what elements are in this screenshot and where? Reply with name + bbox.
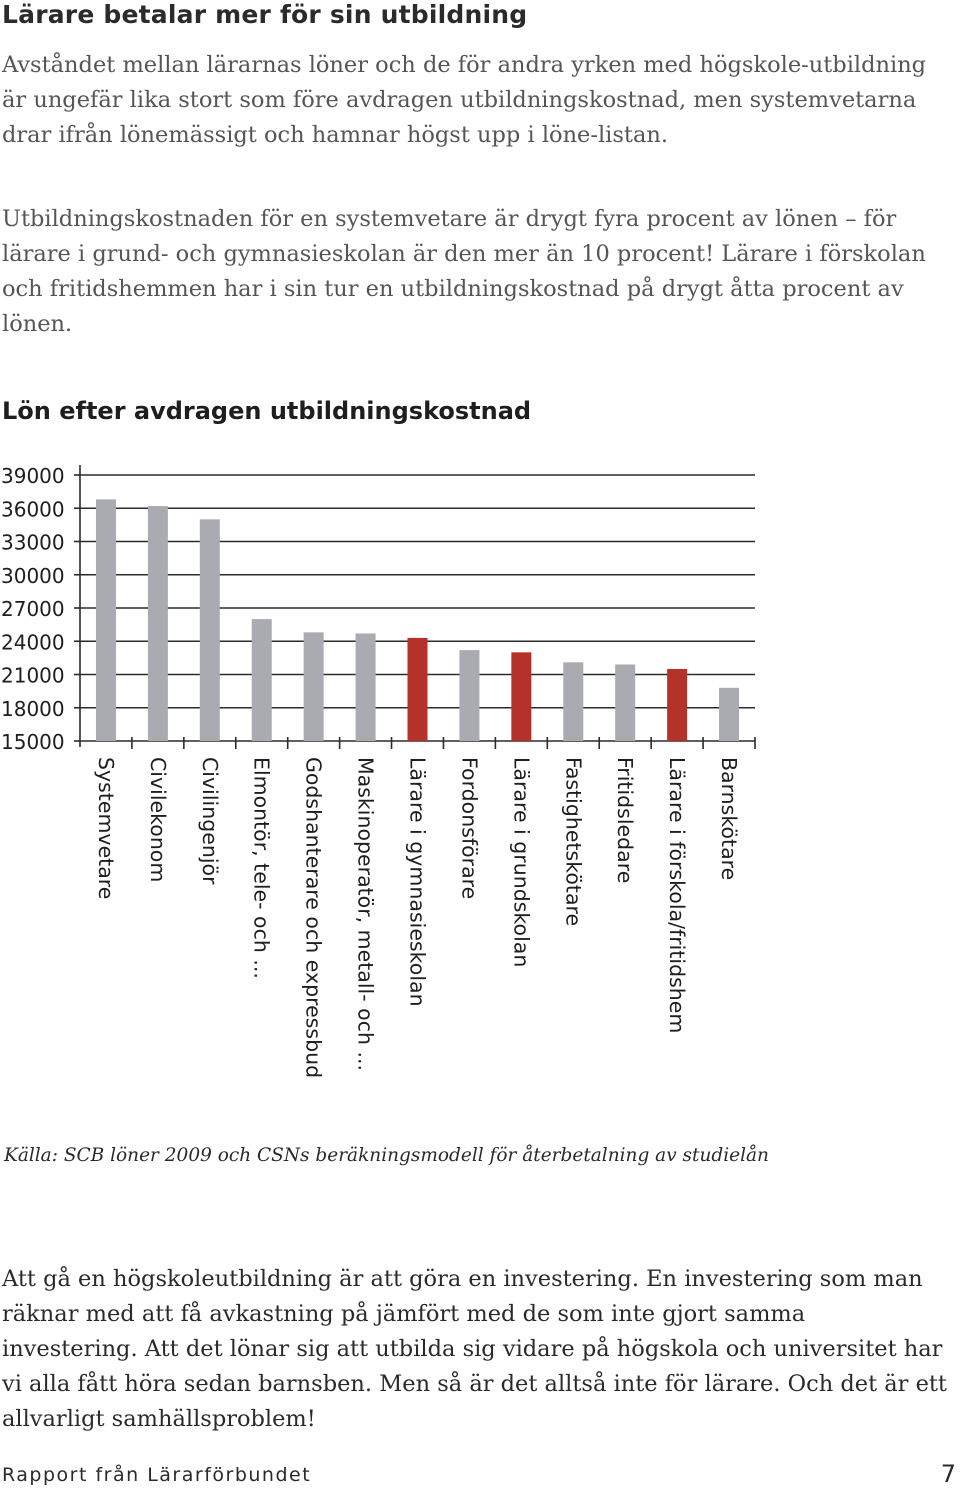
footer-publisher: Rapport från Lärarförbundet — [2, 1464, 312, 1486]
salary-bar-chart: 39000 36000 33000 30000 27000 24000 21000 18000… — [1, 464, 756, 1078]
x-category-label: Civilingenjör — [198, 757, 222, 885]
x-category-label: Maskinoperatör, metall- och ... — [354, 757, 378, 1071]
x-category-label: Elmontör, tele- och ... — [250, 757, 274, 979]
bar — [459, 650, 480, 741]
y-tick-label: 36000 — [1, 497, 65, 521]
y-tick-label: 33000 — [1, 531, 65, 555]
cost-paragraph: Utbildningskostnaden för en systemvetare… — [2, 206, 926, 337]
x-category-label: Fritidsledare — [613, 757, 637, 883]
x-category-label: Barnskötare — [717, 757, 741, 880]
x-category-label: Civilekonom — [146, 757, 170, 882]
page-number: 7 — [940, 1460, 956, 1488]
x-category-label: Lärare i gymnasieskolan — [406, 757, 430, 1007]
bar — [199, 519, 220, 741]
y-tick-label: 18000 — [1, 697, 65, 721]
x-category-label: Lärare i grundskolan — [509, 757, 533, 967]
y-tick-label: 21000 — [1, 664, 65, 688]
bar — [251, 619, 272, 741]
bar — [407, 637, 428, 741]
bar — [355, 633, 376, 741]
x-category-label: Godshanterare och expressbud — [302, 757, 326, 1078]
x-category-label: Systemvetare — [94, 757, 118, 899]
x-category-label: Lärare i förskola/fritidshem — [665, 757, 689, 1033]
x-category-label: Fastighetskötare — [561, 757, 585, 926]
chart-title: Lön efter avdragen utbildningskostnad — [2, 397, 532, 425]
bar — [563, 662, 584, 741]
x-category-label: Fordonsförare — [457, 757, 481, 899]
bar — [667, 668, 688, 741]
bar — [615, 664, 636, 741]
closing-paragraph: Att gå en högskoleutbildning är att göra… — [2, 1266, 947, 1432]
page-heading: Lärare betalar mer för sin utbildning — [2, 0, 528, 29]
y-tick-label: 30000 — [1, 564, 65, 588]
y-tick-label: 24000 — [1, 630, 65, 654]
bar — [95, 499, 116, 741]
bar — [511, 652, 532, 741]
y-tick-label: 39000 — [1, 464, 65, 488]
source-note: Källa: SCB löner 2009 och CSNs beräkning… — [4, 1145, 769, 1166]
bar — [147, 506, 168, 741]
y-tick-label: 27000 — [1, 597, 65, 621]
intro-paragraph: Avståndet mellan lärarnas löner och de f… — [2, 52, 927, 148]
bar — [303, 632, 324, 741]
y-tick-label: 15000 — [1, 730, 65, 754]
bar — [719, 687, 740, 741]
